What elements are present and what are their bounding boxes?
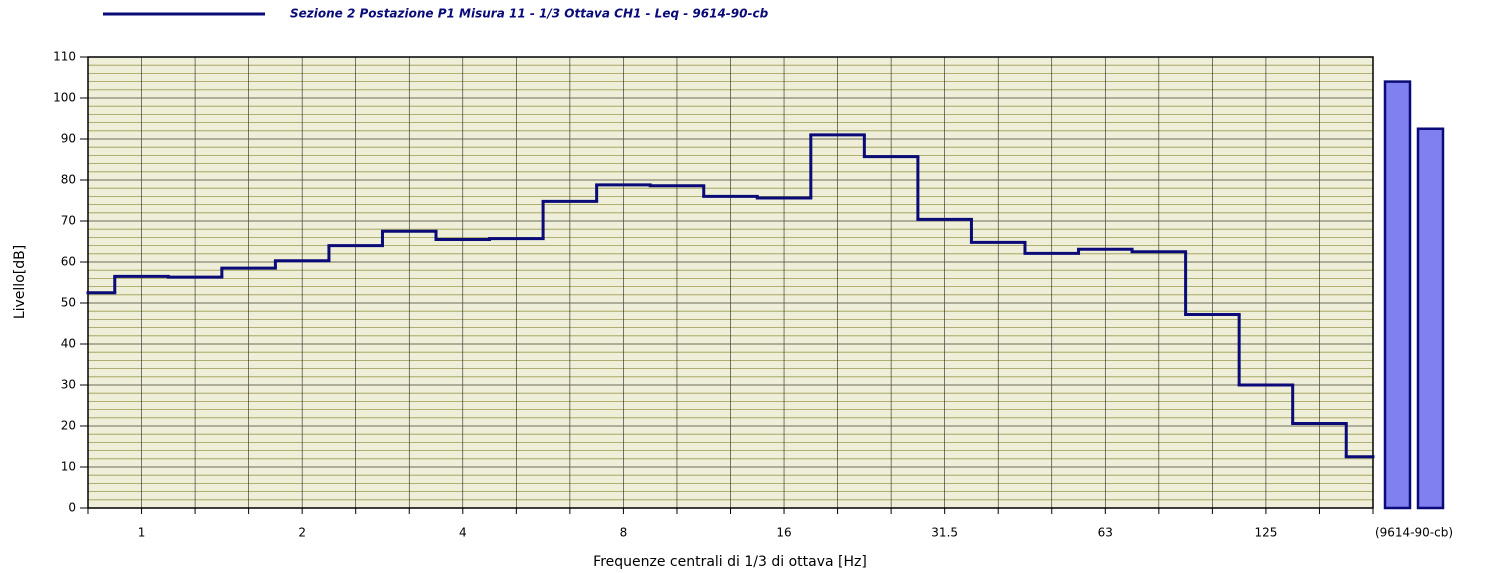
legend-label: Sezione 2 Postazione P1 Misura 11 - 1/3 … — [290, 7, 769, 21]
x-tick-label: 63 — [1098, 526, 1113, 540]
total-bar — [1383, 80, 1412, 510]
total-bar — [1416, 127, 1445, 510]
y-tick-label: 0 — [68, 501, 76, 515]
y-tick-label: 110 — [53, 50, 76, 64]
y-tick-label: 10 — [61, 460, 76, 474]
x-tick-label: 31.5 — [931, 526, 958, 540]
x-tick-label: 125 — [1254, 526, 1277, 540]
y-tick-label: 80 — [61, 173, 76, 187]
y-tick-label: 70 — [61, 214, 76, 228]
y-tick-label: 60 — [61, 255, 76, 269]
x-tick-label: 2 — [298, 526, 306, 540]
total-label: (9614-90-cb) — [1375, 526, 1453, 540]
y-tick-label: 30 — [61, 378, 76, 392]
y-axis-label: Livello[dB] — [12, 245, 28, 319]
y-tick-label: 20 — [61, 419, 76, 433]
y-tick-label: 40 — [61, 337, 76, 351]
y-tick-label: 100 — [53, 91, 76, 105]
x-tick-label: 4 — [459, 526, 467, 540]
x-tick-label: 16 — [776, 526, 791, 540]
y-tick-label: 90 — [61, 132, 76, 146]
y-tick-label: 50 — [61, 296, 76, 310]
x-tick-label: 1 — [138, 526, 146, 540]
x-tick-label: 8 — [620, 526, 628, 540]
x-axis-label: Frequenze centrali di 1/3 di ottava [Hz] — [593, 554, 867, 570]
